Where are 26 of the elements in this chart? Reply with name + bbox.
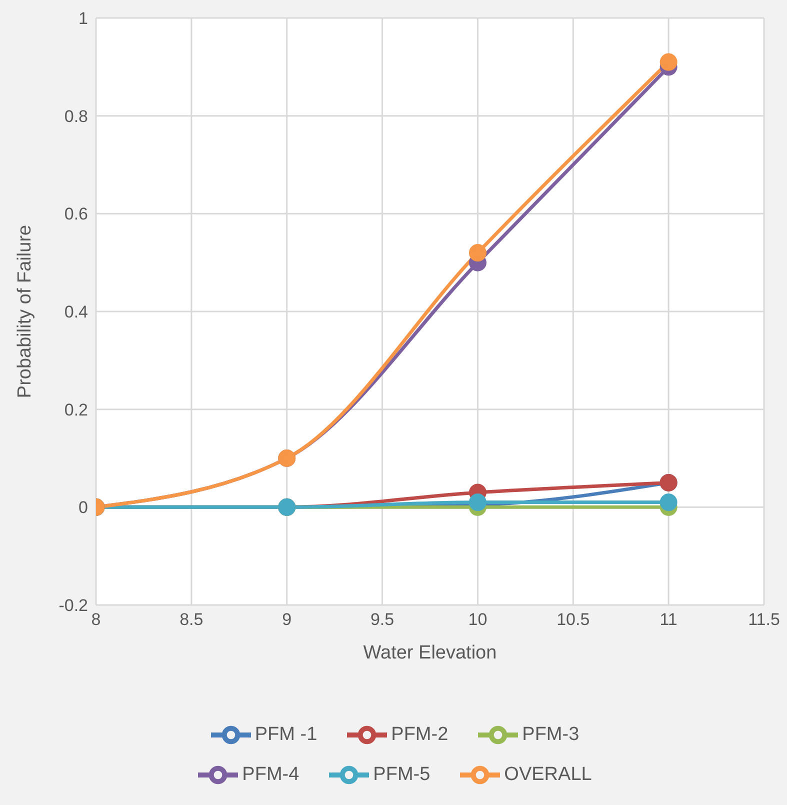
legend-label: OVERALL bbox=[504, 764, 592, 786]
point bbox=[660, 494, 678, 512]
x-tick-label: 10.5 bbox=[556, 610, 590, 630]
legend-label: PFM-5 bbox=[373, 764, 430, 786]
x-tick-label: 10 bbox=[468, 610, 488, 630]
point bbox=[660, 53, 678, 71]
x-tick-label: 11 bbox=[660, 610, 678, 630]
y-tick-label: 0 bbox=[78, 498, 88, 518]
y-tick-label: 0.6 bbox=[64, 204, 88, 224]
y-tick-label: 1 bbox=[78, 9, 88, 28]
x-axis-title: Water Elevation bbox=[363, 642, 497, 664]
y-axis-title: Probability of Failure bbox=[14, 224, 36, 398]
y-tick-label: 0.2 bbox=[64, 400, 88, 420]
x-tick-label: 9 bbox=[282, 610, 292, 630]
legend-label: PFM-3 bbox=[522, 724, 580, 746]
x-tick-label: 8 bbox=[91, 610, 101, 630]
x-tick-label: 11.5 bbox=[748, 610, 780, 630]
point bbox=[468, 244, 486, 262]
legend-label: PFM-2 bbox=[391, 724, 448, 746]
legend-label: PFM-4 bbox=[242, 764, 300, 786]
legend-label: PFM -1 bbox=[254, 724, 318, 746]
x-tick-label: 9.5 bbox=[370, 610, 394, 630]
y-tick-label: -0.2 bbox=[58, 596, 88, 616]
y-tick-label: 0.4 bbox=[64, 302, 88, 322]
x-tick-label: 8.5 bbox=[180, 610, 204, 630]
y-tick-label: 0.8 bbox=[64, 106, 88, 126]
